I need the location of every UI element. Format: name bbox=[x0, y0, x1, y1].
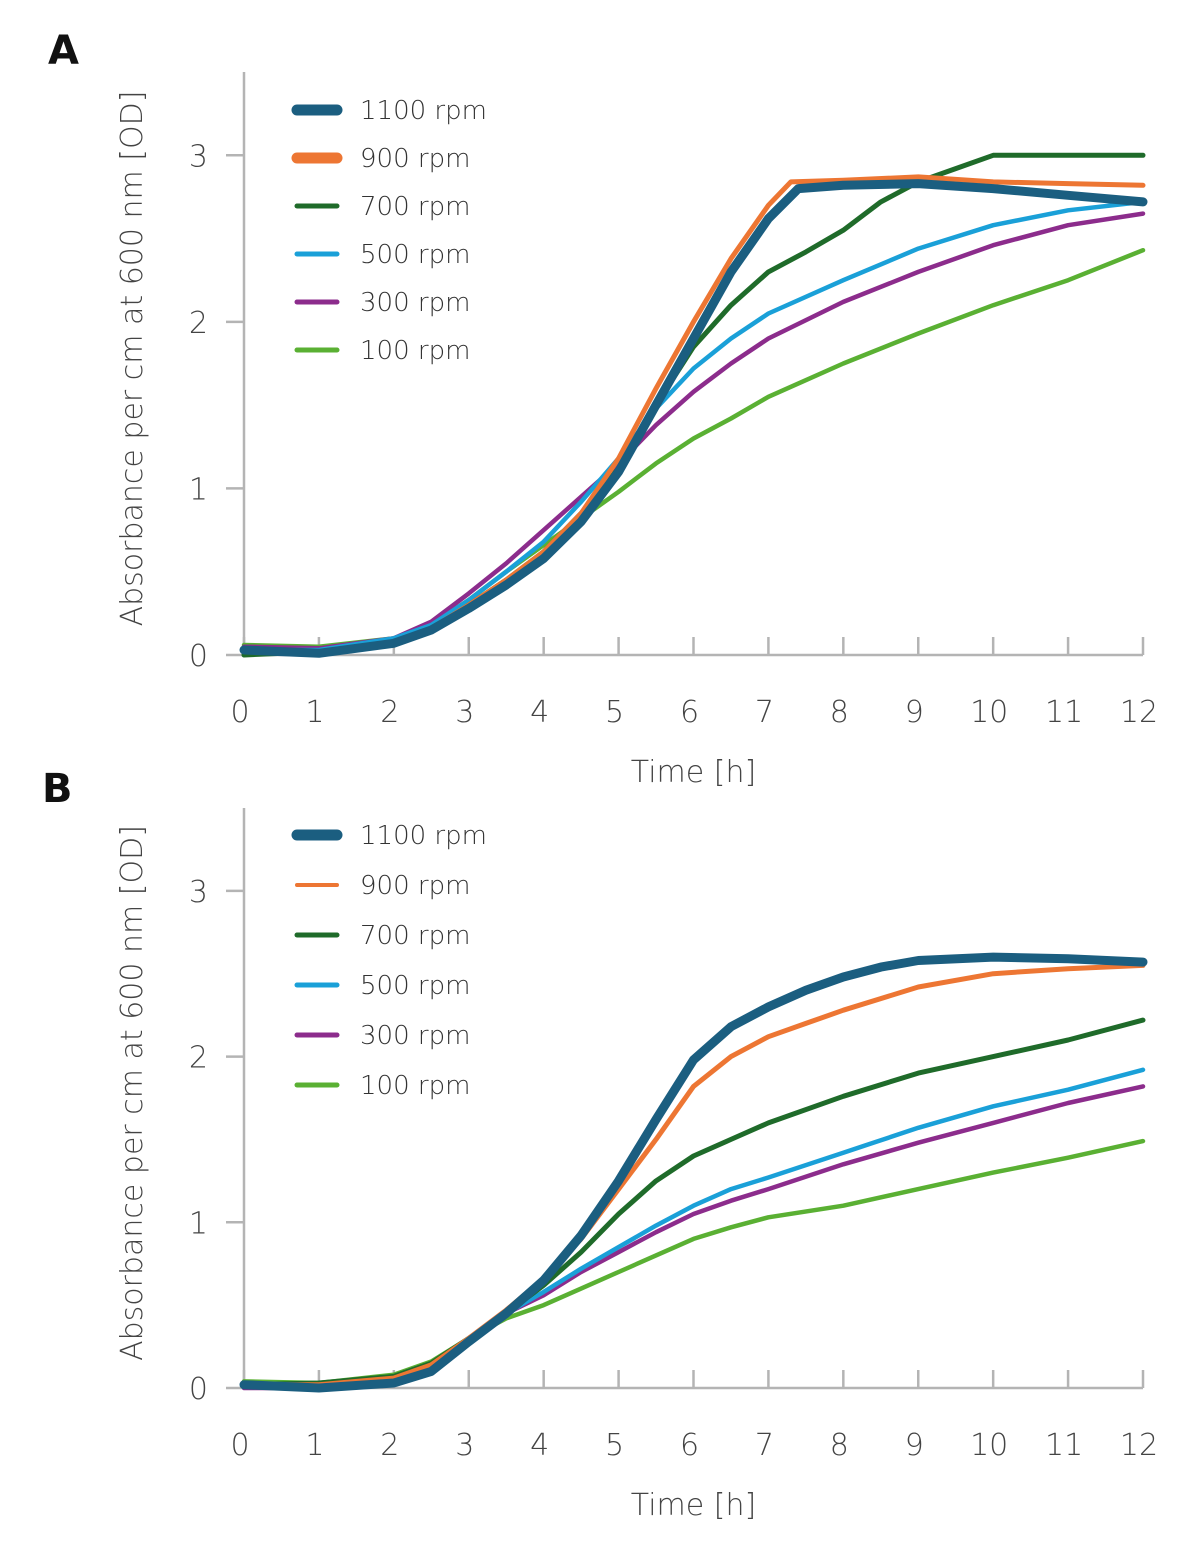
series-line-1100-rpm bbox=[239, 179, 1148, 658]
y-tick-label: 3 bbox=[189, 139, 208, 174]
x-tick-label: 2 bbox=[380, 1428, 399, 1463]
x-tick-label: 1 bbox=[305, 695, 324, 730]
legend-label: 300 rpm bbox=[360, 1021, 470, 1051]
y-axis-label: Absorbance per cm at 600 nm [OD] bbox=[115, 91, 150, 627]
x-tick-label: 12 bbox=[1120, 1428, 1158, 1463]
y-tick-label: 0 bbox=[189, 1372, 208, 1407]
y-axis-label: Absorbance per cm at 600 nm [OD] bbox=[115, 825, 150, 1361]
x-axis-label: Time [h] bbox=[631, 1488, 756, 1523]
y-tick-label: 2 bbox=[189, 1041, 208, 1076]
legend-label: 700 rpm bbox=[360, 192, 470, 222]
legend-label: 900 rpm bbox=[360, 871, 470, 901]
x-tick-label: 10 bbox=[970, 1428, 1008, 1463]
legend-label: 1100 rpm bbox=[360, 821, 487, 851]
legend-label: 700 rpm bbox=[360, 921, 470, 951]
x-tick-label: 11 bbox=[1045, 1428, 1083, 1463]
x-axis-label: Time [h] bbox=[631, 755, 756, 790]
series-line-100-rpm bbox=[241, 1138, 1146, 1386]
series-line-700-rpm bbox=[241, 152, 1146, 658]
y-tick-label: 0 bbox=[189, 639, 208, 674]
x-tick-label: 6 bbox=[680, 695, 699, 730]
x-tick-label: 3 bbox=[455, 695, 474, 730]
x-tick-label: 8 bbox=[830, 695, 849, 730]
x-tick-label: 6 bbox=[680, 1428, 699, 1463]
x-tick-label: 12 bbox=[1120, 695, 1158, 730]
x-tick-label: 5 bbox=[605, 695, 624, 730]
x-tick-label: 2 bbox=[380, 695, 399, 730]
x-tick-label: 10 bbox=[970, 695, 1008, 730]
x-tick-label: 8 bbox=[830, 1428, 849, 1463]
panel-letter: B bbox=[42, 766, 73, 812]
x-tick-label: 3 bbox=[455, 1428, 474, 1463]
y-tick-label: 1 bbox=[189, 472, 208, 507]
x-tick-label: 4 bbox=[530, 1428, 549, 1463]
x-tick-label: 7 bbox=[755, 1428, 774, 1463]
x-tick-label: 9 bbox=[905, 1428, 924, 1463]
x-tick-label: 11 bbox=[1045, 695, 1083, 730]
series-line-1100-rpm bbox=[239, 952, 1148, 1393]
legend-label: 100 rpm bbox=[360, 336, 470, 366]
legend-label: 500 rpm bbox=[360, 971, 470, 1001]
legend-label: 300 rpm bbox=[360, 288, 470, 318]
legend-label: 100 rpm bbox=[360, 1071, 470, 1101]
x-tick-label: 4 bbox=[530, 695, 549, 730]
legend-label: 900 rpm bbox=[360, 144, 470, 174]
series-line-900-rpm bbox=[241, 962, 1146, 1388]
x-tick-label: 7 bbox=[755, 695, 774, 730]
x-tick-label: 1 bbox=[305, 1428, 324, 1463]
y-tick-label: 3 bbox=[189, 875, 208, 910]
y-tick-label: 2 bbox=[189, 306, 208, 341]
legend: 1100 rpm 900 rpm 700 rpm 500 rpm 300 rpm 100 … bbox=[291, 96, 487, 366]
legend-label: 500 rpm bbox=[360, 240, 470, 270]
legend: 1100 rpm 900 rpm 700 rpm 500 rpm 300 rpm 100 … bbox=[291, 821, 487, 1101]
panel-letter: A bbox=[48, 28, 79, 74]
x-tick-label: 0 bbox=[230, 695, 249, 730]
x-tick-label: 9 bbox=[905, 695, 924, 730]
x-tick-label: 5 bbox=[605, 1428, 624, 1463]
legend-label: 1100 rpm bbox=[360, 96, 487, 126]
series-line-300-rpm bbox=[241, 211, 1146, 651]
x-tick-label: 0 bbox=[230, 1428, 249, 1463]
y-tick-label: 1 bbox=[189, 1206, 208, 1241]
